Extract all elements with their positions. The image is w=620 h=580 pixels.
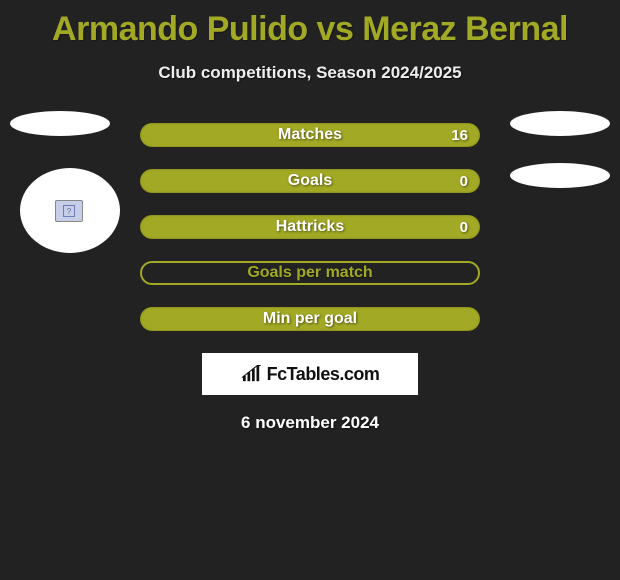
stat-row: Min per goal (0, 307, 620, 333)
branding-box: FcTables.com (202, 353, 418, 395)
stat-value: 16 (451, 127, 468, 144)
stat-row: Goals 0 (0, 169, 620, 195)
branding-text: FcTables.com (267, 364, 380, 385)
page-title: Armando Pulido vs Meraz Bernal (0, 0, 620, 49)
stat-bar-hattricks: Hattricks 0 (140, 215, 480, 239)
stat-value: 0 (460, 173, 468, 190)
stat-label: Goals per match (247, 264, 372, 282)
stats-container: ? Matches 16 Goals 0 Hattricks 0 Goals p… (0, 123, 620, 333)
stat-label: Goals (288, 172, 332, 190)
date-label: 6 november 2024 (0, 413, 620, 433)
stat-bar-goals-per-match: Goals per match (140, 261, 480, 285)
stat-label: Matches (278, 126, 342, 144)
stat-row: Matches 16 (0, 123, 620, 149)
stat-row: Hattricks 0 (0, 215, 620, 241)
stat-bar-min-per-goal: Min per goal (140, 307, 480, 331)
stat-bar-goals: Goals 0 (140, 169, 480, 193)
stat-bar-matches: Matches 16 (140, 123, 480, 147)
stat-row: Goals per match (0, 261, 620, 287)
stat-label: Hattricks (276, 218, 344, 236)
stat-label: Min per goal (263, 310, 357, 328)
branding-chart-icon (241, 365, 263, 383)
stat-value: 0 (460, 219, 468, 236)
subtitle: Club competitions, Season 2024/2025 (0, 63, 620, 83)
